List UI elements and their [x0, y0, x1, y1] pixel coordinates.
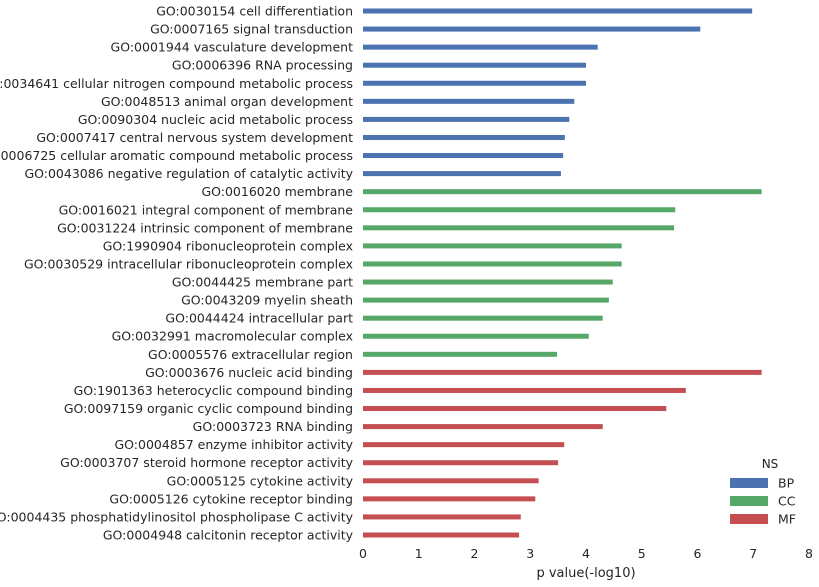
bar-mf-21: [363, 387, 686, 393]
category-label: GO:0007417 central nervous system develo…: [36, 130, 353, 145]
category-label: GO:0001944 vasculature development: [111, 40, 354, 55]
bar-bp-3: [363, 62, 586, 68]
bar-bp-1: [363, 26, 701, 32]
bar-cc-17: [363, 315, 603, 321]
legend-label-cc: CC: [778, 494, 796, 509]
x-tick-label: 4: [582, 546, 590, 561]
category-label: GO:0034641 cellular nitrogen compound me…: [0, 76, 353, 91]
category-label: GO:0016020 membrane: [201, 184, 353, 199]
category-label: GO:0003707 steroid hormone receptor acti…: [60, 455, 353, 470]
category-label: GO:0031224 intrinsic component of membra…: [57, 220, 353, 235]
legend-label-bp: BP: [778, 476, 795, 491]
bar-mf-22: [363, 406, 667, 412]
category-label: GO:0048513 animal organ development: [101, 94, 353, 109]
x-axis-ticks: 0 1 2 3 4 5 6 7 8: [359, 546, 813, 561]
legend-swatch-mf: [730, 514, 768, 524]
x-tick-label: 5: [638, 546, 646, 561]
category-label: GO:0044425 membrane part: [172, 275, 353, 290]
bar-cc-11: [363, 207, 676, 213]
category-label: GO:0016021 integral component of membran…: [59, 202, 354, 217]
x-tick-label: 2: [471, 546, 479, 561]
x-tick-label: 0: [359, 546, 367, 561]
category-label: GO:0003676 nucleic acid binding: [145, 365, 353, 380]
bar-bp-5: [363, 98, 575, 104]
category-label: GO:0005576 extracellular region: [148, 347, 353, 362]
bar-mf-20: [363, 369, 762, 375]
bar-cc-19: [363, 351, 558, 357]
bar-bp-4: [363, 80, 586, 86]
category-label: GO:1901363 heterocyclic compound binding: [74, 383, 353, 398]
legend-swatch-bp: [730, 478, 768, 488]
category-label: GO:0004435 phosphatidylinositol phosphol…: [0, 509, 354, 524]
category-label: GO:0043209 myelin sheath: [181, 293, 353, 308]
bar-mf-28: [363, 514, 521, 520]
category-label: GO:1990904 ribonucleoprotein complex: [103, 238, 353, 253]
bar-bp-7: [363, 134, 565, 140]
bar-bp-6: [363, 116, 570, 122]
bar-cc-18: [363, 333, 589, 339]
category-labels: GO:0030154 cell differentiation GO:000716…: [0, 4, 354, 543]
bar-mf-23: [363, 424, 603, 430]
legend-title: NS: [762, 457, 779, 471]
bar-bp-9: [363, 171, 561, 177]
bar-mf-24: [363, 442, 565, 448]
x-axis-title: p value(-log10): [536, 566, 635, 581]
x-tick-label: 6: [694, 546, 702, 561]
category-label: GO:0030529 intracellular ribonucleoprote…: [24, 256, 353, 271]
bar-bp-8: [363, 153, 564, 159]
x-tick-label: 7: [749, 546, 757, 561]
bar-cc-13: [363, 243, 622, 249]
category-label: GO:0003723 RNA binding: [193, 419, 353, 434]
category-label: GO:0004948 calcitonin receptor activity: [103, 528, 354, 543]
bar-mf-25: [363, 460, 559, 466]
bar-bp-0: [363, 8, 753, 14]
bars-layer: [363, 8, 762, 538]
category-label: GO:0030154 cell differentiation: [156, 4, 353, 19]
legend-items: BP CC MF: [730, 476, 796, 527]
legend-swatch-cc: [730, 496, 768, 506]
x-tick-label: 1: [415, 546, 423, 561]
category-label: GO:0005126 cytokine receptor binding: [109, 491, 353, 506]
category-label: GO:0097159 organic cyclic compound bindi…: [64, 401, 353, 416]
bar-mf-27: [363, 496, 536, 502]
category-label: GO:0004857 enzyme inhibitor activity: [114, 437, 353, 452]
category-label: GO:0006725 cellular aromatic compound me…: [0, 148, 353, 163]
x-tick-label: 8: [805, 546, 813, 561]
x-tick-label: 3: [526, 546, 534, 561]
category-label: GO:0032991 macromolecular complex: [112, 329, 353, 344]
bar-cc-12: [363, 225, 675, 231]
category-label: GO:0090304 nucleic acid metabolic proces…: [78, 112, 353, 127]
category-label: GO:0005125 cytokine activity: [167, 473, 354, 488]
bar-cc-16: [363, 297, 609, 303]
category-label: GO:0043086 negative regulation of cataly…: [24, 166, 353, 181]
legend-label-mf: MF: [778, 512, 796, 527]
bar-mf-29: [363, 532, 520, 538]
category-label: GO:0006396 RNA processing: [172, 58, 353, 73]
bar-cc-15: [363, 279, 613, 285]
bar-bp-2: [363, 44, 598, 50]
bar-cc-10: [363, 189, 762, 195]
bar-cc-14: [363, 261, 622, 267]
category-label: GO:0007165 signal transduction: [150, 22, 353, 37]
legend: NS BP CC MF: [730, 457, 796, 527]
category-label: GO:0044424 intracellular part: [165, 311, 353, 326]
bar-mf-26: [363, 478, 539, 484]
